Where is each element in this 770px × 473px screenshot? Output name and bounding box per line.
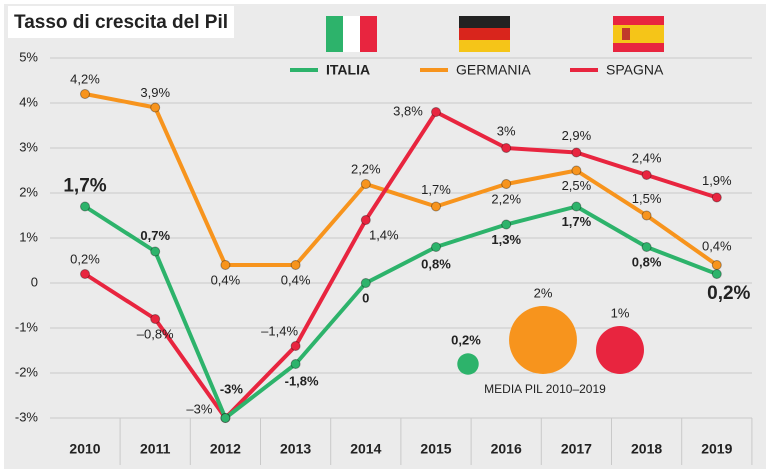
average-bubble xyxy=(509,306,577,374)
data-point xyxy=(431,201,441,212)
x-tick-label: 2018 xyxy=(631,441,662,457)
y-tick-label: -1% xyxy=(15,319,39,334)
data-point xyxy=(711,192,722,203)
data-label: –1,4% xyxy=(261,323,298,338)
data-label: 1,5% xyxy=(632,191,662,206)
data-label: 3% xyxy=(497,123,516,138)
average-bubble xyxy=(596,326,644,374)
average-label: 0,2% xyxy=(451,333,481,348)
x-tick-label: 2013 xyxy=(280,441,311,457)
data-label: 0,8% xyxy=(421,256,451,271)
data-point xyxy=(431,242,441,252)
data-point xyxy=(571,147,582,158)
data-label: –3% xyxy=(186,401,212,416)
data-point xyxy=(641,170,652,180)
average-title: MEDIA PIL 2010–2019 xyxy=(484,382,606,396)
flag-spain xyxy=(613,16,664,52)
data-label: 0,8% xyxy=(632,254,662,269)
data-point xyxy=(220,260,231,270)
data-point xyxy=(571,165,582,176)
data-point xyxy=(360,278,371,288)
data-point xyxy=(501,179,512,189)
data-label: –0,8% xyxy=(137,326,174,341)
y-tick-label: -3% xyxy=(15,409,39,424)
average-label: 2% xyxy=(534,285,553,300)
y-tick-label: 5% xyxy=(19,49,38,64)
data-point xyxy=(290,359,301,369)
y-tick-label: 4% xyxy=(19,94,38,109)
data-point xyxy=(150,246,161,257)
average-bubble xyxy=(457,353,479,375)
y-tick-label: 0 xyxy=(31,274,38,289)
y-tick-label: -2% xyxy=(15,364,39,379)
data-label: 2,2% xyxy=(351,161,381,176)
data-label: 3,9% xyxy=(140,85,170,100)
data-label: 0,4% xyxy=(211,272,241,287)
flag-germany xyxy=(459,16,510,52)
data-label: 0,4% xyxy=(281,272,311,287)
data-point xyxy=(711,269,722,279)
title-box xyxy=(8,6,234,38)
data-point xyxy=(571,201,582,212)
data-label: 0,4% xyxy=(702,238,732,253)
x-tick-label: 2015 xyxy=(420,441,451,457)
data-point xyxy=(641,242,652,252)
x-tick-label: 2012 xyxy=(210,441,241,457)
x-tick-label: 2016 xyxy=(491,441,522,457)
data-point xyxy=(641,210,652,221)
average-label: 1% xyxy=(611,305,630,320)
y-tick-label: 2% xyxy=(19,184,38,199)
data-label: 0,2% xyxy=(70,251,100,266)
data-point xyxy=(150,314,161,324)
data-label: 1,7% xyxy=(421,182,451,197)
data-label: 1,7% xyxy=(63,176,106,197)
data-point xyxy=(290,260,301,270)
x-tick-label: 2010 xyxy=(69,441,100,457)
data-point xyxy=(80,201,90,212)
flag-italy xyxy=(326,16,377,52)
data-label: 4,2% xyxy=(70,71,100,86)
series-line xyxy=(83,204,718,420)
chart-title: Tasso di crescita del Pil xyxy=(14,12,228,33)
x-tick-label: 2019 xyxy=(701,441,732,457)
data-label: 2,4% xyxy=(632,150,662,165)
data-label: 2,5% xyxy=(562,178,592,193)
x-tick-label: 2017 xyxy=(561,441,592,457)
data-point xyxy=(290,341,301,351)
data-point xyxy=(80,269,90,279)
data-point xyxy=(80,89,90,99)
data-label: 1,7% xyxy=(562,214,592,229)
data-point xyxy=(360,215,371,225)
data-label: 1,3% xyxy=(491,232,521,247)
data-point xyxy=(150,102,161,113)
data-point xyxy=(711,260,722,270)
legend-label: SPAGNA xyxy=(606,62,664,78)
x-tick-label: 2011 xyxy=(140,441,171,457)
data-label: 2,9% xyxy=(562,128,592,143)
data-point xyxy=(360,179,371,189)
data-label: 0,7% xyxy=(140,228,170,243)
series-line xyxy=(84,92,718,267)
legend-label: GERMANIA xyxy=(456,62,531,78)
data-point xyxy=(501,219,512,230)
data-label: 1,4% xyxy=(369,227,399,242)
data-point xyxy=(431,107,441,117)
y-tick-label: 3% xyxy=(19,139,38,154)
data-point xyxy=(220,413,231,423)
data-label: 3,8% xyxy=(393,103,423,118)
x-tick-label: 2014 xyxy=(350,441,381,457)
data-label: 0 xyxy=(362,290,369,305)
data-label: 2,2% xyxy=(491,191,521,206)
y-tick-label: 1% xyxy=(19,229,38,244)
data-label: 0,2% xyxy=(707,283,750,304)
data-point xyxy=(501,143,512,153)
data-label: -3% xyxy=(220,381,244,396)
data-label: -1,8% xyxy=(285,373,319,388)
series-line xyxy=(83,110,718,420)
legend-label: ITALIA xyxy=(326,62,370,78)
data-label: 1,9% xyxy=(702,173,732,188)
